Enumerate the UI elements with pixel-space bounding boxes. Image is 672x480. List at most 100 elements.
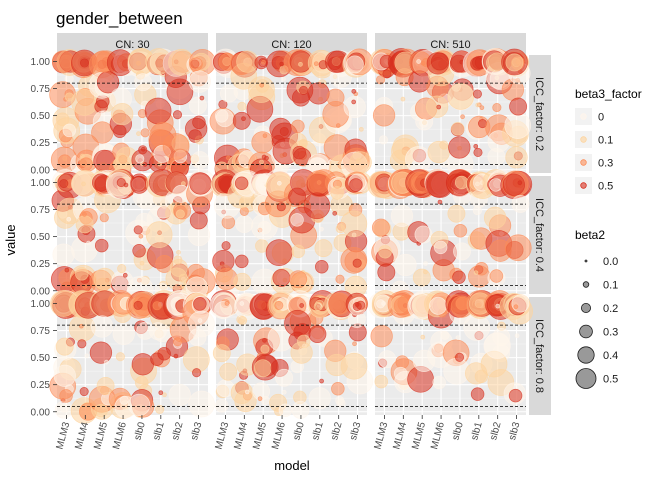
facet-strip-col-label: CN: 120 bbox=[271, 39, 311, 51]
legend-color-label: 0.5 bbox=[598, 181, 613, 193]
data-point bbox=[374, 374, 389, 389]
x-tick-label: MLM4 bbox=[73, 421, 91, 451]
data-point bbox=[175, 209, 185, 219]
data-point bbox=[313, 301, 323, 311]
x-tick-label: slb1 bbox=[151, 421, 166, 442]
data-point bbox=[351, 99, 357, 105]
y-tick-label: 0.50 bbox=[31, 353, 51, 364]
data-point bbox=[414, 225, 433, 244]
data-point bbox=[79, 387, 89, 397]
facet-strip-col bbox=[375, 33, 526, 55]
data-point bbox=[358, 126, 364, 132]
data-point bbox=[276, 202, 286, 212]
facet-strip-row-label: ICC_factor: 0.2 bbox=[533, 77, 545, 151]
point-cloud bbox=[369, 48, 532, 178]
data-point bbox=[463, 314, 491, 341]
data-point bbox=[89, 341, 113, 364]
x-tick-label: MLM4 bbox=[391, 421, 409, 451]
data-point bbox=[276, 180, 282, 186]
data-point bbox=[77, 339, 87, 349]
data-point bbox=[307, 82, 330, 105]
data-point bbox=[136, 131, 141, 136]
data-point bbox=[447, 204, 466, 223]
data-point bbox=[292, 145, 307, 160]
x-tick-label: slb0 bbox=[450, 421, 465, 442]
data-point bbox=[257, 396, 263, 402]
data-point bbox=[340, 210, 368, 238]
data-point bbox=[420, 334, 426, 340]
data-point bbox=[381, 301, 386, 306]
data-point bbox=[343, 95, 366, 119]
legend-color-swatch bbox=[580, 113, 587, 120]
data-point bbox=[313, 61, 319, 67]
data-point bbox=[138, 233, 144, 239]
data-point bbox=[90, 315, 114, 338]
data-point bbox=[452, 270, 466, 285]
x-tick-label: MLM3 bbox=[55, 421, 73, 451]
data-point bbox=[423, 261, 428, 266]
data-point bbox=[511, 294, 530, 313]
data-point bbox=[193, 297, 207, 311]
data-point bbox=[412, 268, 431, 287]
data-point bbox=[225, 155, 231, 161]
data-point bbox=[62, 123, 77, 138]
data-point bbox=[502, 173, 526, 196]
point-cloud bbox=[210, 169, 372, 299]
data-point bbox=[284, 309, 311, 337]
data-point bbox=[291, 400, 310, 419]
data-point bbox=[173, 255, 183, 265]
data-point bbox=[349, 178, 363, 192]
x-tick-label: slb2 bbox=[329, 421, 344, 442]
data-point bbox=[148, 322, 167, 341]
y-tick-label: 1.00 bbox=[31, 299, 51, 310]
data-point bbox=[513, 304, 519, 310]
facet-strip-col bbox=[216, 33, 367, 55]
legend-size-label: 0.0 bbox=[603, 256, 618, 268]
data-point bbox=[378, 135, 389, 145]
data-point bbox=[378, 350, 397, 369]
x-tick-label: MLM6 bbox=[270, 421, 288, 451]
data-point bbox=[248, 76, 275, 103]
data-point bbox=[84, 353, 90, 359]
data-point bbox=[55, 112, 70, 127]
data-point bbox=[173, 353, 179, 359]
x-tick-label: MLM5 bbox=[92, 421, 110, 451]
data-point bbox=[470, 387, 485, 401]
data-point bbox=[184, 117, 208, 141]
data-point bbox=[214, 398, 229, 413]
x-tick-label: slb2 bbox=[488, 421, 503, 442]
x-tick-label: MLM6 bbox=[111, 421, 129, 451]
x-axis-label: model bbox=[274, 458, 310, 473]
data-point bbox=[504, 112, 532, 139]
data-point bbox=[290, 213, 304, 227]
y-axis-label: value bbox=[3, 224, 18, 255]
data-point bbox=[352, 258, 362, 268]
data-point bbox=[453, 224, 468, 238]
data-point bbox=[112, 322, 135, 346]
data-point bbox=[235, 254, 249, 269]
x-tick-label: slb3 bbox=[189, 421, 204, 442]
y-tick-label: 1.00 bbox=[31, 178, 51, 189]
data-point bbox=[275, 368, 294, 387]
data-point bbox=[303, 192, 331, 220]
legend-color-label: 0.3 bbox=[598, 158, 613, 170]
data-point bbox=[192, 368, 202, 378]
data-point bbox=[298, 61, 303, 67]
data-point bbox=[484, 332, 511, 359]
facet-strip-row bbox=[529, 176, 551, 294]
data-point bbox=[291, 244, 306, 259]
data-point bbox=[299, 303, 305, 308]
data-point bbox=[260, 344, 270, 354]
data-point bbox=[483, 206, 507, 229]
data-point bbox=[473, 147, 483, 158]
legend-size-label: 0.1 bbox=[603, 280, 618, 292]
data-point bbox=[188, 70, 211, 93]
data-point bbox=[259, 82, 265, 88]
y-tick-label: 0.75 bbox=[31, 84, 51, 95]
data-point bbox=[460, 114, 465, 120]
data-point bbox=[279, 61, 285, 67]
facet-panel bbox=[209, 290, 374, 419]
data-point bbox=[259, 159, 264, 165]
data-point bbox=[86, 240, 91, 246]
data-point bbox=[433, 240, 448, 255]
